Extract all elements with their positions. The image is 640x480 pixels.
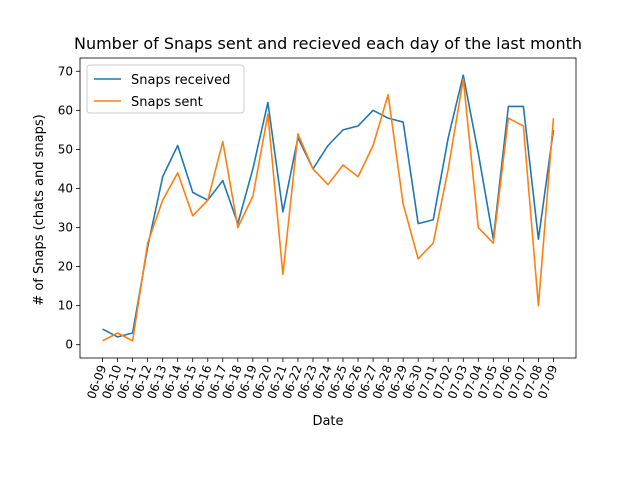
x-axis: 06-0906-1006-1106-1206-1306-1406-1506-16… <box>84 358 560 401</box>
y-tick-label-10: 10 <box>58 299 73 313</box>
legend-box <box>86 64 245 114</box>
legend: Snaps received Snaps sent <box>86 64 245 114</box>
y-tick-label-0: 0 <box>65 338 73 352</box>
y-axis: 0 10 20 30 40 50 60 70 <box>58 64 80 352</box>
chart-title: Number of Snaps sent and recieved each d… <box>74 34 582 53</box>
series-line-1 <box>102 78 555 342</box>
series-group <box>102 74 555 342</box>
x-axis-label: Date <box>312 414 343 429</box>
y-tick-label-20: 20 <box>58 260 73 274</box>
series-line-0 <box>102 74 555 338</box>
legend-label-0: Snaps received <box>131 73 230 88</box>
legend-label-1: Snaps sent <box>131 95 203 110</box>
y-tick-label-40: 40 <box>58 181 73 195</box>
y-tick-label-50: 50 <box>58 142 73 156</box>
y-axis-label: # of Snaps (chats and snaps) <box>32 114 47 305</box>
y-tick-label-70: 70 <box>58 64 73 78</box>
y-tick-label-30: 30 <box>58 221 73 235</box>
y-tick-label-60: 60 <box>58 103 73 117</box>
